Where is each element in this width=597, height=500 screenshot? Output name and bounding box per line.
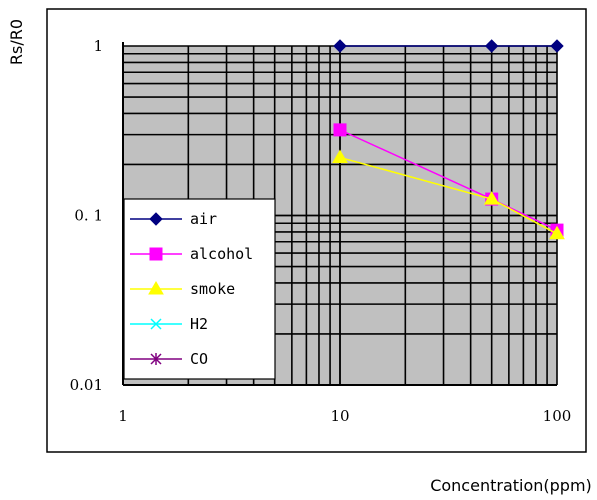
legend-label-alcohol: alcohol (190, 245, 253, 263)
y-tick-label: 0.01 (70, 376, 103, 394)
data-point-smoke (483, 191, 500, 205)
legend-label-co: CO (190, 350, 208, 368)
legend-marker-smoke (148, 281, 164, 295)
legend-marker-h2-stroke (150, 318, 162, 330)
legend-label-h2: H2 (190, 315, 208, 333)
data-point-smoke (549, 225, 565, 240)
x-axis-title: Concentration(ppm) (430, 476, 592, 495)
x-tick-label: 10 (330, 407, 349, 425)
x-tick-label: 100 (543, 407, 572, 425)
data-point-air (484, 39, 499, 53)
data-point-alcohol (333, 123, 347, 137)
data-point-smoke (332, 149, 348, 163)
y-tick-label: 1 (93, 37, 103, 55)
axes (122, 42, 557, 386)
y-tick-label: 0. 1 (74, 207, 103, 225)
legend-label-air: air (190, 210, 217, 228)
data-point-air (550, 39, 564, 53)
legend: air alcohol smoke H2 CO (123, 198, 276, 380)
legend-marker-air (149, 212, 163, 226)
legend-label-smoke: smoke (190, 280, 235, 298)
y-tick-labels: 0.01 0. 1 1 (70, 37, 103, 394)
x-tick-label: 1 (118, 407, 128, 425)
legend-marker-alcohol (149, 247, 163, 261)
data-point-air (333, 39, 347, 53)
legend-marker-h2 (150, 318, 162, 330)
legend-marker-co (150, 353, 162, 365)
series-layer (332, 39, 565, 240)
x-tick-labels: 1 10 100 (118, 407, 571, 425)
y-axis-title: Rs/R0 (7, 19, 26, 65)
